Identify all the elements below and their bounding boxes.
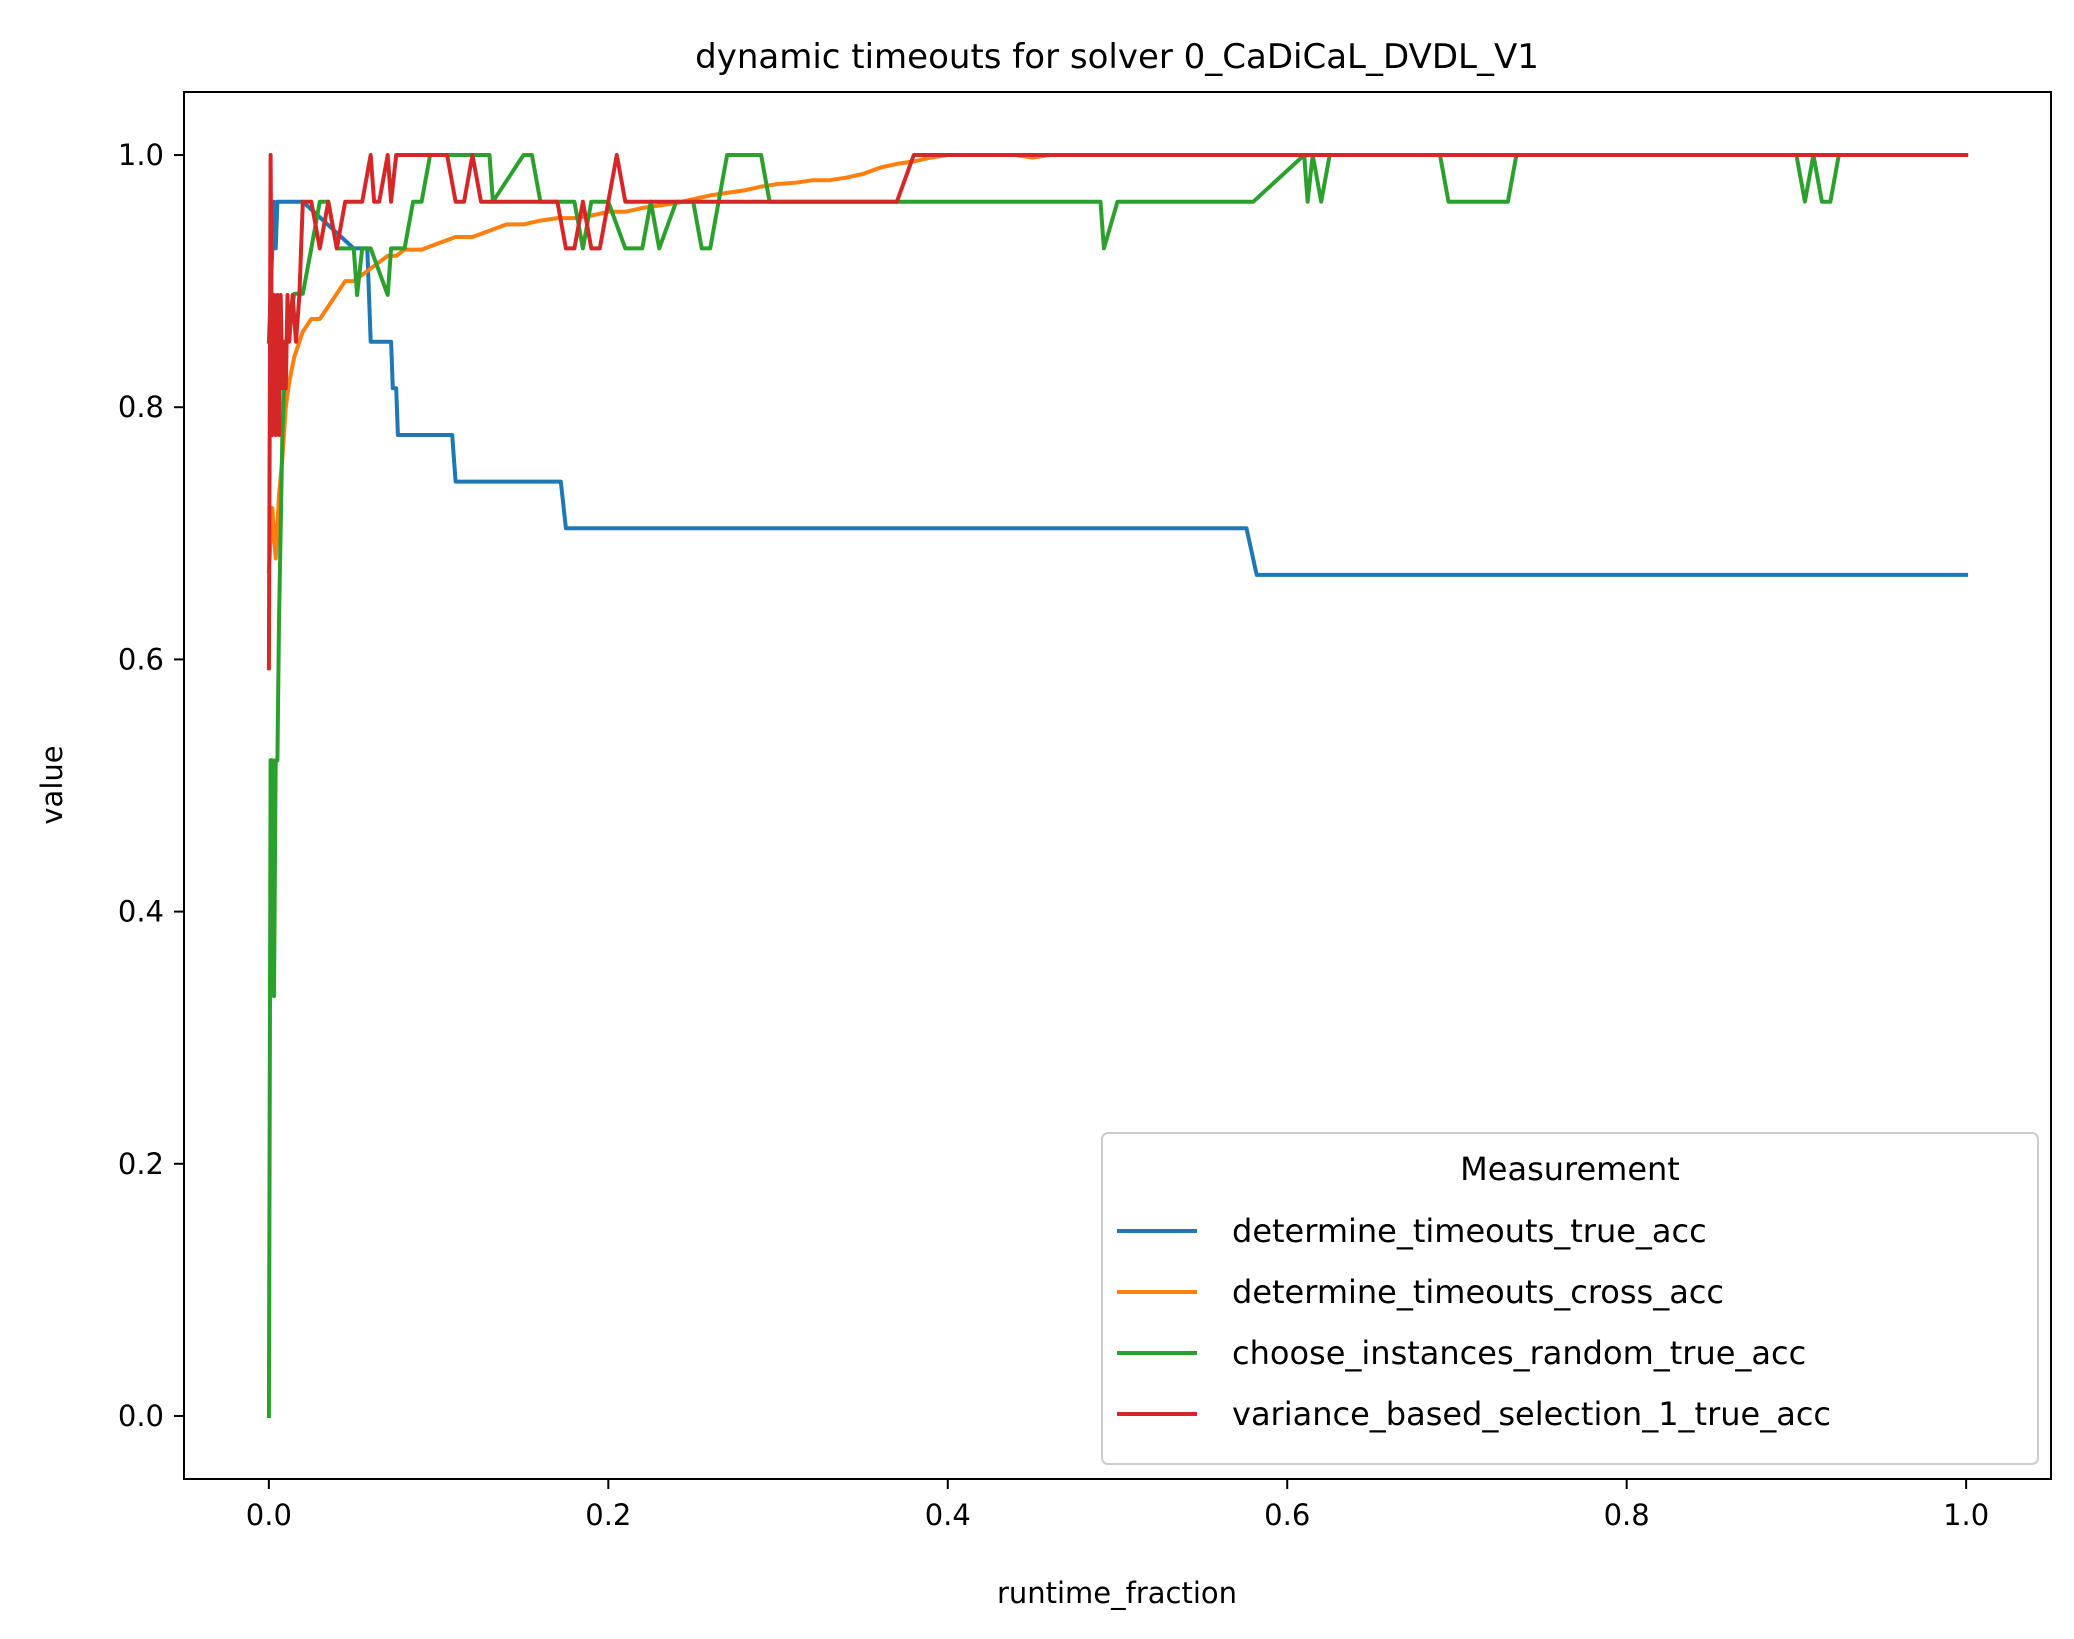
y-tick-label: 1.0	[118, 138, 164, 172]
legend-box	[1101, 1132, 2039, 1465]
series-line-determine-timeouts-true-acc	[266, 199, 1969, 577]
y-axis-label: value	[35, 745, 69, 824]
x-tick-label: 0.8	[1604, 1498, 1650, 1532]
x-axis: 0.0 0.2 0.4 0.6 0.8 1.0	[246, 1479, 1989, 1532]
x-tick-label: 1.0	[1943, 1498, 1989, 1532]
plot-area	[266, 153, 1969, 1419]
y-axis: 0.0 0.2 0.4 0.6 0.8 1.0	[118, 138, 184, 1433]
y-tick-label: 0.2	[118, 1147, 164, 1181]
y-tick-label: 0.0	[118, 1399, 164, 1433]
x-tick-label: 0.4	[925, 1498, 971, 1532]
series-line-choose-instances-random-true-acc	[266, 153, 1969, 1419]
legend-entry-label: determine_timeouts_true_acc	[1232, 1212, 1707, 1250]
legend: Measurement determine_timeouts_true_accd…	[1101, 1132, 2039, 1465]
series-line-determine-timeouts-cross-acc	[266, 153, 1969, 574]
x-tick-label: 0.6	[1264, 1498, 1310, 1532]
legend-items: determine_timeouts_true_acc determine_tim…	[1117, 1212, 1831, 1433]
legend-entry-label: determine_timeouts_cross_acc	[1232, 1273, 1724, 1311]
y-tick-label: 0.6	[118, 642, 164, 676]
legend-title: Measurement	[1460, 1150, 1680, 1188]
legend-entry-label: variance_based_selection_1_true_acc	[1232, 1395, 1831, 1433]
series-line-variance-based-selection-1-true-acc	[266, 153, 1969, 671]
axes-frame	[183, 91, 2052, 1480]
y-tick-label: 0.8	[118, 390, 164, 424]
chart-title: dynamic timeouts for solver 0_CaDiCaL_DV…	[695, 37, 1539, 77]
x-axis-label: runtime_fraction	[997, 1576, 1237, 1610]
legend-entry-label: choose_instances_random_true_acc	[1232, 1334, 1806, 1372]
x-tick-label: 0.2	[585, 1498, 631, 1532]
x-tick-label: 0.0	[246, 1498, 292, 1532]
y-tick-label: 0.4	[118, 895, 164, 929]
